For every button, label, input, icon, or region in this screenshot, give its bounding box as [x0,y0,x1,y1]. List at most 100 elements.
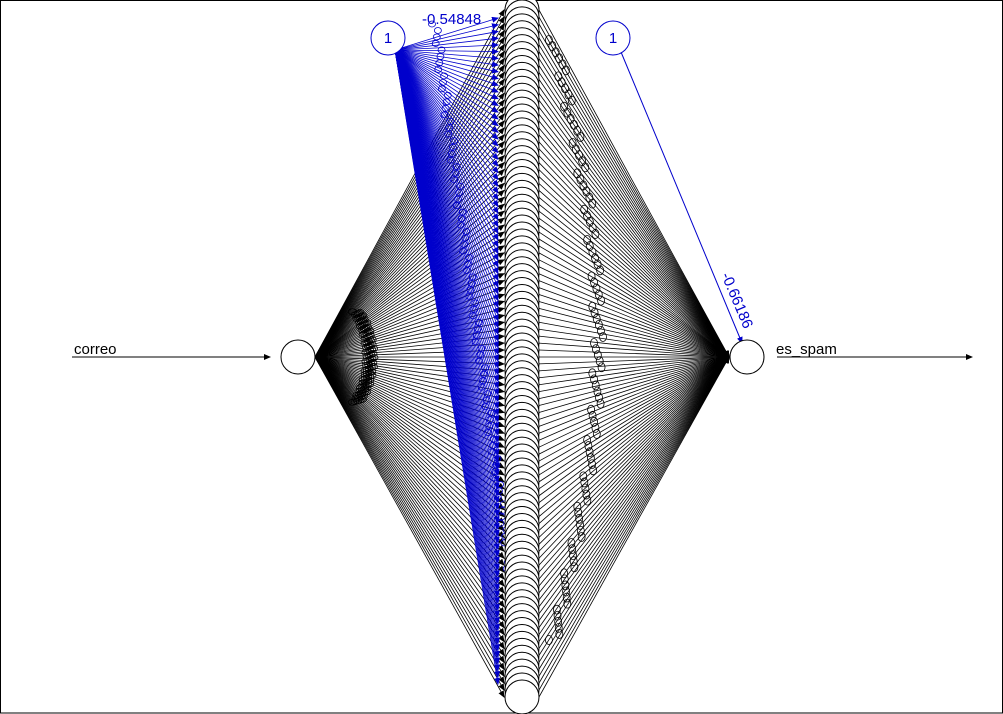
hidden-output-edge [538,356,730,497]
bias-weight-label-mark [488,442,497,449]
bias-weight-label-mark [437,85,446,93]
input-hidden-edge [314,356,505,615]
bias-hidden-edge [394,23,499,51]
output-node [729,339,765,375]
hidden-output-edge [538,245,730,358]
bias-hidden-edge [394,48,499,55]
input-hidden-edge [314,356,505,684]
hidden-output-edge [538,356,730,476]
hidden-output-edge [538,155,730,358]
input-hidden-edge [314,16,505,358]
output-weight-label-mark [585,216,594,227]
bias-weight-label-mark [456,182,465,190]
bias-hidden-edge [394,49,499,127]
bias-hidden-edge [394,49,499,208]
bias-weight-label-mark [475,357,484,365]
hidden-output-edge [538,356,730,628]
input-hidden-edge [314,29,505,358]
hidden-output-edge [538,356,730,677]
bias-weight-label-mark [476,351,485,359]
input-to-hidden-connections [314,9,505,698]
input-hidden-edge [314,259,505,358]
hidden-output-edge [538,308,730,359]
bias-weight-label-mark [428,20,436,28]
bias-weight-label-mark [487,409,496,417]
input-hidden-edge [314,23,505,358]
hidden-output-edge [538,301,730,359]
bias-weight-label-mark [446,117,455,125]
bias-weight-label-mark [433,27,442,34]
hidden-output-edge [538,203,730,358]
bias-hidden-edge [394,49,499,241]
output-weight-label-mark [591,380,600,391]
hidden-output-edge [538,328,730,360]
output-weight-label-mark [573,126,582,136]
bias-weight-label-mark [445,124,454,132]
output-weight-label-mark [588,368,597,379]
hidden-output-edge [538,356,730,684]
output-weight-label-mark [597,362,606,373]
output-weight-label-mark [584,441,593,451]
output-weight-label-mark [561,83,569,94]
hidden-output-edge [538,321,730,359]
bias-hidden-edge [394,49,499,140]
hidden-output-edge [538,134,730,358]
hidden-output-edge [538,356,730,531]
hidden-output-edge [538,280,730,358]
output-weight-label-mark [590,307,599,318]
hidden-output-edge [538,44,730,358]
bias-weight-label-mark [496,519,505,527]
hidden-output-edge [538,354,730,365]
output-weight-label-mark [576,519,584,530]
input-hidden-edge [314,203,505,358]
bias-weight-label-mark [480,370,488,378]
output-weight-label-mark [583,210,591,221]
output-weight-label-mark [581,483,590,494]
input-hidden-edge [314,356,505,594]
bias-hidden-edge [394,49,499,80]
bias-weight-label-mark [444,130,453,138]
output-label: es_spam [776,341,837,358]
bias-hidden-edge [394,29,499,51]
input-label: correo [74,341,117,358]
input-hidden-edge [314,356,505,671]
bias-weight-label-mark [470,305,479,313]
output-weight-label-mark [569,556,578,567]
input-hidden-edge [314,252,505,358]
output-weight-label-mark [587,271,596,282]
bias-weight-label-mark [468,273,477,281]
hidden-node [504,679,540,714]
bias-hidden-edge [394,49,499,268]
bias-weight-label-mark [486,416,495,423]
bias-weight-label-mark [461,234,470,242]
input-hidden-edge [314,356,505,650]
hidden-output-edge [538,356,730,698]
bias-output-weight-label: -0.66186 [717,270,756,331]
bias-weight-label-mark [473,325,482,333]
bias-node-output [595,20,631,56]
bias-weight-label-mark [459,247,468,255]
bias-hidden-edge [394,49,499,61]
output-weight-label-mark [562,592,571,603]
bias-hidden-edge [394,49,499,120]
output-weight-label-mark [596,398,605,409]
bias-to-output-connection [620,51,743,344]
hidden-output-edge [538,354,730,372]
hidden-output-edge [538,266,730,358]
bias-weight-label-mark [437,46,446,54]
bias-hidden-edge [394,49,499,154]
bias-weight-label-mark [447,150,456,158]
bias-hidden-edge [394,49,499,255]
hidden-output-edge [538,356,730,517]
input-hidden-edge [314,356,505,601]
output-weight-label-mark [590,277,598,288]
bias-hidden-edge [394,49,499,133]
input-hidden-edge [314,356,505,622]
bias-weight-label-mark [481,403,490,411]
bias-weight-label-mark [442,98,451,106]
hidden-output-edge [538,238,730,358]
hidden-output-edge [538,354,730,386]
hidden-output-edge [538,356,730,566]
output-weight-label-mark [561,580,570,591]
input-hidden-edge [314,266,505,358]
